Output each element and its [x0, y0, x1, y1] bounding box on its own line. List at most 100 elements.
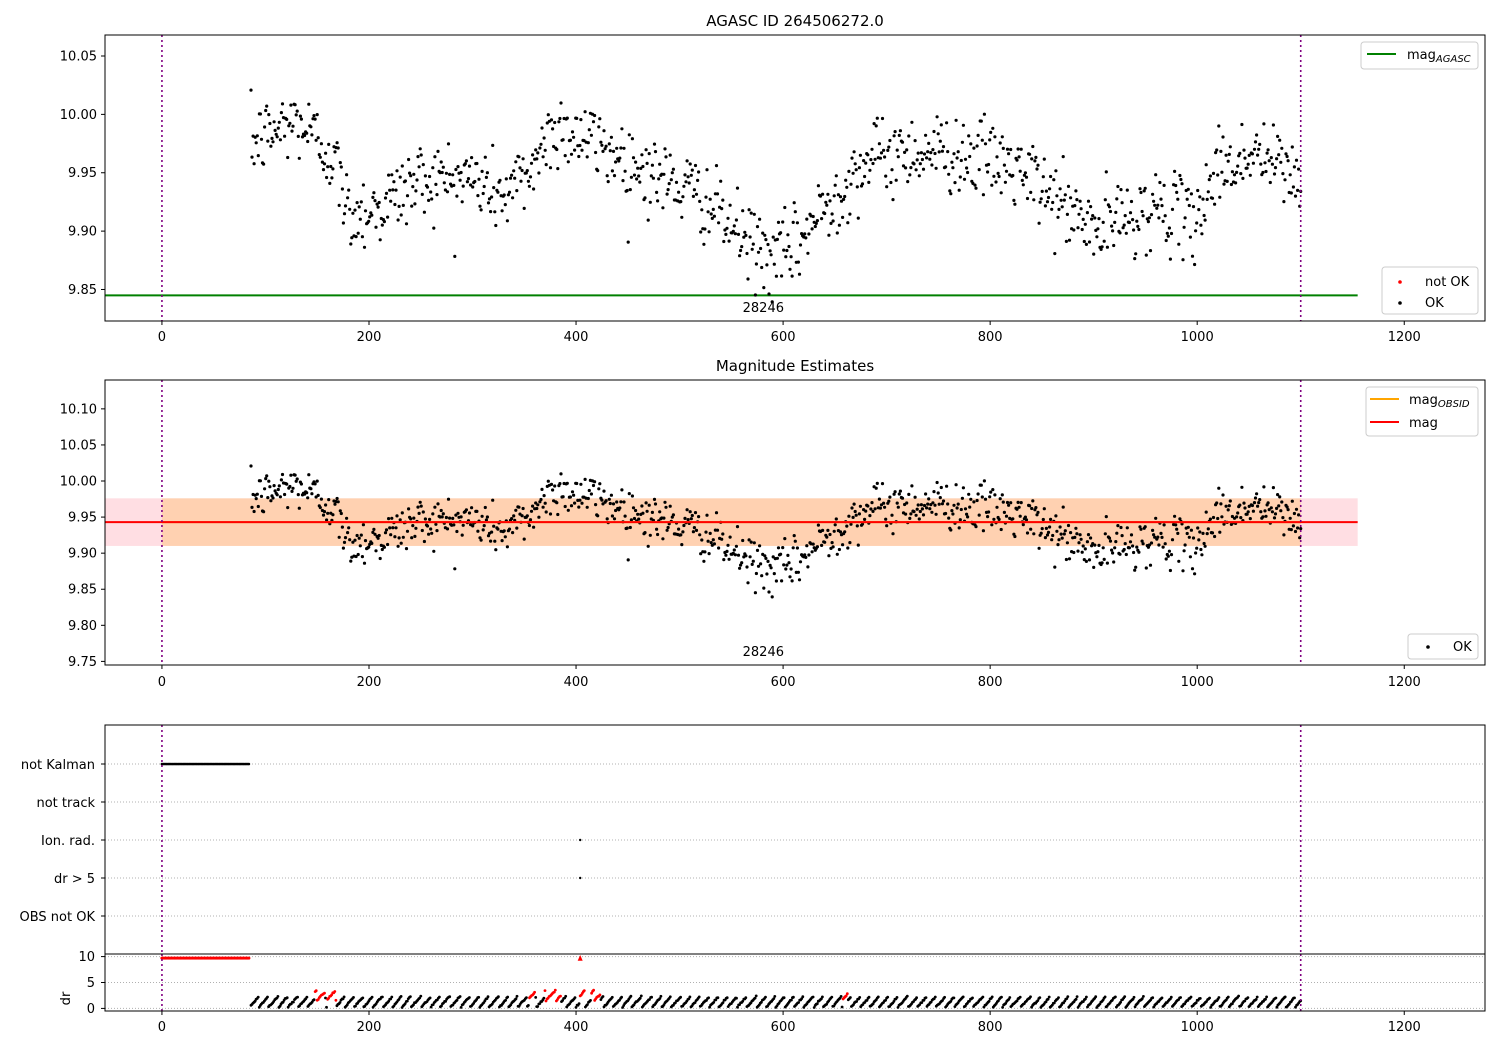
ok-point [1061, 505, 1065, 509]
ok-point [1095, 235, 1099, 239]
ok-point [623, 169, 627, 173]
ok-point [887, 145, 891, 149]
dr-point [409, 995, 412, 998]
ok-point [1128, 211, 1133, 215]
ok-point [630, 494, 635, 498]
ok-point [1163, 542, 1167, 546]
y-tick-label: 5 [87, 976, 95, 991]
agasc-legend-lines: magAGASC [1360, 41, 1479, 70]
ok-point [361, 183, 365, 187]
ok-point [593, 113, 597, 118]
ok-point [959, 158, 963, 163]
ok-point [697, 515, 701, 519]
ok-point [256, 504, 260, 509]
ok-point [661, 206, 665, 210]
ok-point [298, 114, 302, 118]
ok-point [976, 492, 980, 496]
ok-point [510, 196, 515, 200]
ok-point [1242, 501, 1246, 505]
ok-point [1204, 163, 1208, 167]
ok-point [1256, 504, 1260, 508]
ok-point [514, 160, 518, 164]
ok-point [522, 537, 526, 541]
ok-point [445, 527, 450, 531]
ok-point [1297, 167, 1301, 171]
ok-point [860, 182, 865, 186]
dr-point [1000, 995, 1003, 999]
ok-point [1225, 179, 1229, 183]
ok-point [265, 104, 269, 108]
ok-point [414, 189, 418, 193]
ok-point [553, 484, 557, 488]
ok-point [1179, 177, 1183, 182]
ok-point [1001, 146, 1005, 150]
ok-point [250, 505, 254, 509]
ok-point [1183, 216, 1187, 220]
ok-point [845, 524, 849, 528]
dr-point [440, 1004, 443, 1008]
ok-point [1032, 532, 1036, 536]
dr-point [884, 998, 887, 1002]
ok-point [553, 120, 557, 125]
ok-point [1169, 231, 1174, 236]
ok-point [1271, 486, 1275, 490]
ok-point [930, 163, 934, 167]
ok-point [810, 227, 814, 231]
ok-point [340, 187, 344, 191]
ok-point [712, 542, 717, 546]
ok-point [934, 166, 938, 170]
ok-point [1041, 175, 1045, 179]
ok-point [644, 501, 648, 505]
ok-point [748, 235, 752, 239]
ok-point [264, 108, 268, 113]
ok-point [905, 148, 909, 152]
ok-point [1201, 531, 1205, 536]
ok-point [317, 153, 321, 157]
ok-point [419, 153, 423, 157]
ok-point [995, 155, 999, 159]
ok-point [700, 208, 704, 212]
ok-point [1112, 560, 1116, 564]
ok-point [704, 195, 708, 199]
ok-point [1258, 142, 1262, 146]
ok-point [824, 200, 828, 204]
ok-point [1178, 517, 1182, 521]
ok-point [656, 532, 660, 537]
ok-point [1044, 189, 1048, 193]
ok-point [1211, 171, 1216, 175]
ok-point [658, 162, 662, 166]
ok-point [926, 502, 930, 506]
ok-point [404, 547, 409, 551]
ok-point [914, 168, 918, 172]
ok-point [1162, 183, 1166, 187]
ok-point [1012, 198, 1016, 202]
ok-point [502, 193, 506, 197]
ok-point [254, 141, 258, 145]
ok-point [1213, 202, 1217, 206]
ok-point [294, 113, 298, 117]
ok-point [797, 578, 802, 582]
ok-point [782, 563, 786, 567]
dr-point [515, 994, 519, 998]
ok-point [717, 221, 721, 225]
ok-point [358, 217, 362, 221]
ok-point [525, 169, 529, 173]
ok-point [1038, 200, 1042, 204]
dr-point [1036, 999, 1040, 1002]
ok-point [583, 477, 587, 481]
ok-point [505, 219, 509, 223]
flag-label: Ion. rad. [41, 834, 95, 849]
ok-point [1133, 568, 1137, 572]
ok-point [263, 125, 267, 129]
dr-point [736, 1005, 739, 1009]
ok-point [849, 182, 853, 186]
ok-point [1297, 513, 1301, 517]
ok-point [725, 226, 729, 230]
dr-point [390, 995, 394, 999]
ok-point [977, 513, 981, 517]
ok-point [835, 552, 839, 556]
ok-point [825, 203, 829, 207]
dr-point [601, 995, 605, 998]
ok-point [1004, 514, 1009, 518]
ok-point [360, 555, 364, 559]
